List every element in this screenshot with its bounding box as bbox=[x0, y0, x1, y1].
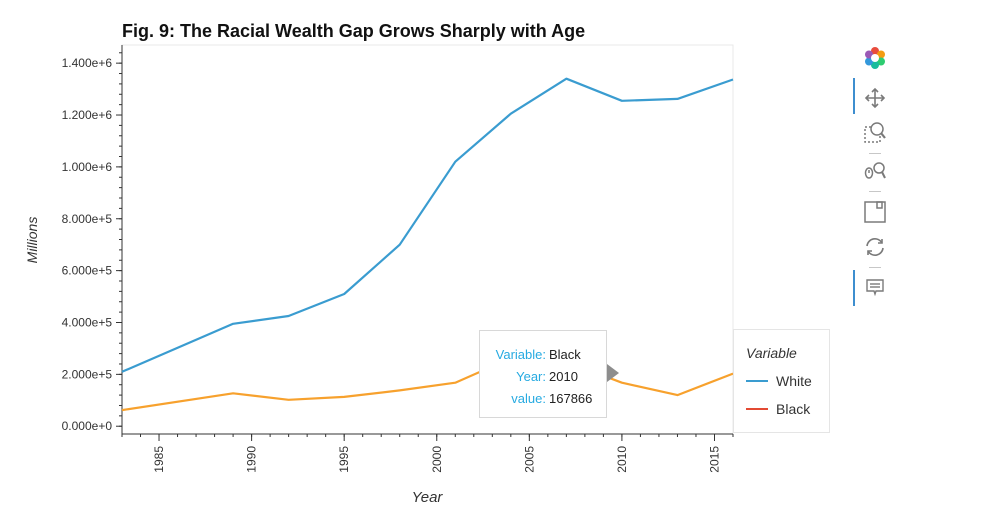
legend-label-white: White bbox=[776, 373, 812, 389]
tooltip-row-value: value: 167866 bbox=[480, 387, 606, 409]
reset-icon[interactable] bbox=[863, 235, 887, 259]
legend-item-black[interactable]: Black bbox=[746, 400, 810, 418]
series-line-white[interactable] bbox=[121, 77, 734, 373]
y-tick-label: 1.200e+6 bbox=[62, 108, 113, 122]
tooltip-value-key: value: bbox=[511, 390, 546, 406]
chart-title: Fig. 9: The Racial Wealth Gap Grows Shar… bbox=[122, 21, 585, 41]
x-tick-label: 2015 bbox=[707, 446, 721, 473]
toolbar-separator bbox=[869, 153, 881, 154]
x-tick-label: 1990 bbox=[245, 446, 259, 473]
pan-active-indicator bbox=[853, 78, 855, 114]
legend-swatch-white bbox=[746, 380, 768, 382]
y-tick-label: 8.000e+5 bbox=[62, 212, 113, 226]
save-icon[interactable] bbox=[863, 200, 887, 224]
x-tick-label: 1985 bbox=[152, 446, 166, 473]
tooltip-value-value: 167866 bbox=[549, 390, 593, 406]
y-tick-label: 1.000e+6 bbox=[62, 160, 113, 174]
plot-frame bbox=[121, 44, 734, 435]
x-tick-label: 2005 bbox=[522, 446, 536, 473]
x-tick-label: 2010 bbox=[615, 446, 629, 473]
pan-icon[interactable] bbox=[863, 86, 887, 110]
y-tick-label: 6.000e+5 bbox=[62, 264, 113, 278]
y-tick-label: 2.000e+5 bbox=[62, 367, 113, 381]
tooltip-row-variable: Variable: Black bbox=[480, 343, 606, 365]
wheel-zoom-icon[interactable] bbox=[863, 159, 887, 183]
tooltip-variable-value: Black bbox=[549, 346, 581, 362]
legend-item-white[interactable]: White bbox=[746, 372, 812, 390]
x-tick-label: 1995 bbox=[337, 446, 351, 473]
toolbar bbox=[853, 42, 893, 312]
tooltip-arrow-icon bbox=[607, 364, 619, 382]
bokeh-logo-icon[interactable] bbox=[863, 46, 887, 70]
legend-swatch-black bbox=[746, 408, 768, 410]
toolbar-separator bbox=[869, 267, 881, 268]
x-tick-label: 2000 bbox=[430, 446, 444, 473]
x-axis-label: Year bbox=[412, 489, 444, 506]
legend-label-black: Black bbox=[776, 401, 811, 417]
legend[interactable]: Variable White Black bbox=[733, 329, 830, 433]
toolbar-separator bbox=[869, 191, 881, 192]
tooltip-year-key: Year: bbox=[516, 368, 546, 384]
hover-active-indicator bbox=[853, 270, 855, 306]
tooltip-variable-key: Variable: bbox=[495, 346, 546, 362]
tooltip-row-year: Year: 2010 bbox=[480, 365, 606, 387]
y-axis-label: Millions bbox=[24, 217, 40, 264]
tooltip-year-value: 2010 bbox=[549, 368, 578, 384]
series-line-black[interactable] bbox=[121, 357, 734, 412]
hover-icon[interactable] bbox=[863, 276, 887, 300]
y-tick-label: 1.400e+6 bbox=[62, 56, 113, 70]
box-zoom-icon[interactable] bbox=[863, 120, 887, 144]
y-tick-label: 0.000e+0 bbox=[62, 419, 113, 433]
y-tick-label: 4.000e+5 bbox=[62, 315, 113, 329]
hover-tooltip: Variable: Black Year: 2010 value: 167866 bbox=[479, 330, 607, 418]
legend-title: Variable bbox=[746, 345, 797, 361]
